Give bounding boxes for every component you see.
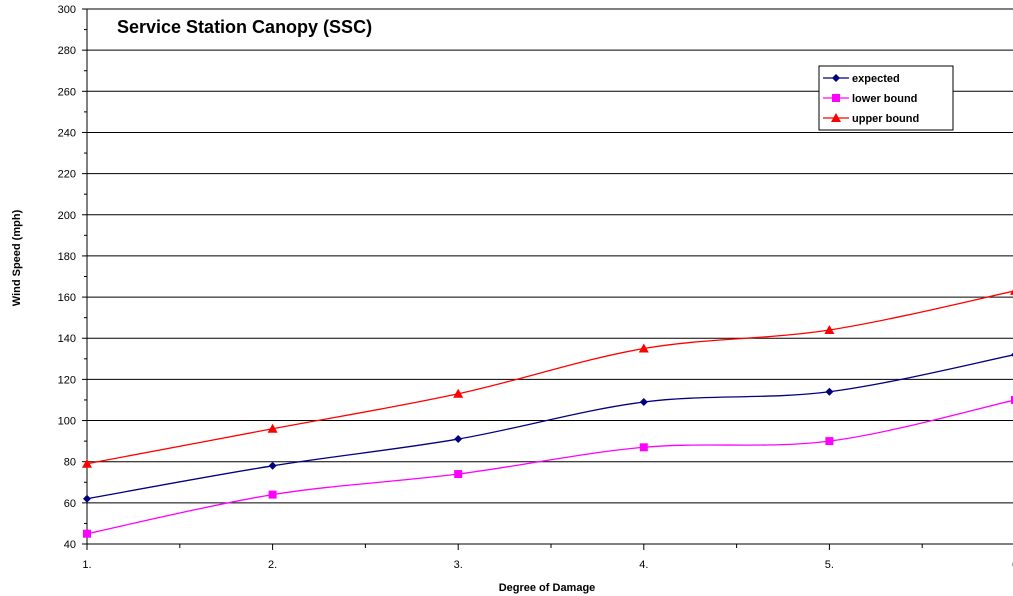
legend-label-lower-bound: lower bound (852, 93, 917, 105)
y-tick-label: 180 (58, 251, 76, 263)
x-tick-label: 5. (825, 559, 834, 571)
series-line-upper-bound (86, 290, 1013, 465)
y-tick-label: 220 (58, 169, 76, 181)
y-tick-label: 300 (58, 4, 76, 16)
data-point-lower-bound (825, 437, 834, 446)
x-tick-label: 6 (1012, 559, 1013, 571)
y-tick-label: 120 (58, 374, 76, 386)
series-layer (82, 289, 1013, 538)
data-point-expected (825, 387, 834, 396)
data-point-upper-bound (824, 325, 835, 334)
legend-marker-lower-bound (832, 94, 840, 102)
x-tick-label: 1. (82, 559, 91, 571)
data-point-expected (83, 494, 91, 503)
x-axis-label: Degree of Damage (499, 582, 596, 594)
y-tick-label: 240 (58, 127, 76, 139)
data-point-lower-bound (1011, 395, 1013, 404)
legend-label-expected: expected (852, 73, 900, 85)
y-tick-label: 140 (58, 333, 76, 345)
y-tick-label: 80 (64, 457, 76, 469)
data-point-lower-bound (83, 529, 91, 538)
y-tick-label: 60 (64, 498, 76, 510)
x-axis-ticks: 1. 2. 3. 4. 5. 6 (82, 544, 1013, 571)
x-tick-label: 4. (639, 559, 648, 571)
legend-marker-upper-bound (831, 113, 841, 122)
data-point-lower-bound (639, 443, 648, 452)
gridlines (87, 8, 1013, 504)
data-point-upper-bound (267, 423, 278, 433)
series-line-expected (86, 354, 1013, 500)
legend-label-upper-bound: upper bound (852, 113, 919, 125)
legend-marker-expected (832, 74, 840, 82)
y-axis-ticks: 40 60 80 100 120 140 160 180 200 220 240 260 280 300 (58, 4, 87, 551)
data-point-expected (639, 398, 648, 407)
series-line-lower-bound (86, 399, 1013, 535)
y-tick-label: 40 (64, 539, 76, 551)
chart-title: Service Station Canopy (SSC) (117, 17, 372, 37)
x-tick-label: 2. (268, 559, 277, 571)
data-point-expected (268, 461, 277, 470)
data-point-lower-bound (268, 490, 277, 499)
y-tick-label: 100 (58, 416, 76, 428)
data-point-expected (454, 435, 463, 444)
data-point-upper-bound (82, 458, 92, 468)
y-tick-label: 280 (58, 45, 76, 57)
data-point-lower-bound (454, 470, 463, 479)
legend: expected lower bound upper bound (818, 65, 954, 131)
y-axis-label: Wind Speed (mph) (11, 209, 23, 306)
data-point-upper-bound (638, 343, 649, 353)
y-tick-label: 200 (58, 210, 76, 222)
data-point-upper-bound (453, 388, 464, 398)
y-tick-label: 160 (58, 292, 76, 304)
data-point-upper-bound (1010, 289, 1013, 295)
y-tick-label: 260 (58, 86, 76, 98)
x-tick-label: 3. (454, 559, 463, 571)
